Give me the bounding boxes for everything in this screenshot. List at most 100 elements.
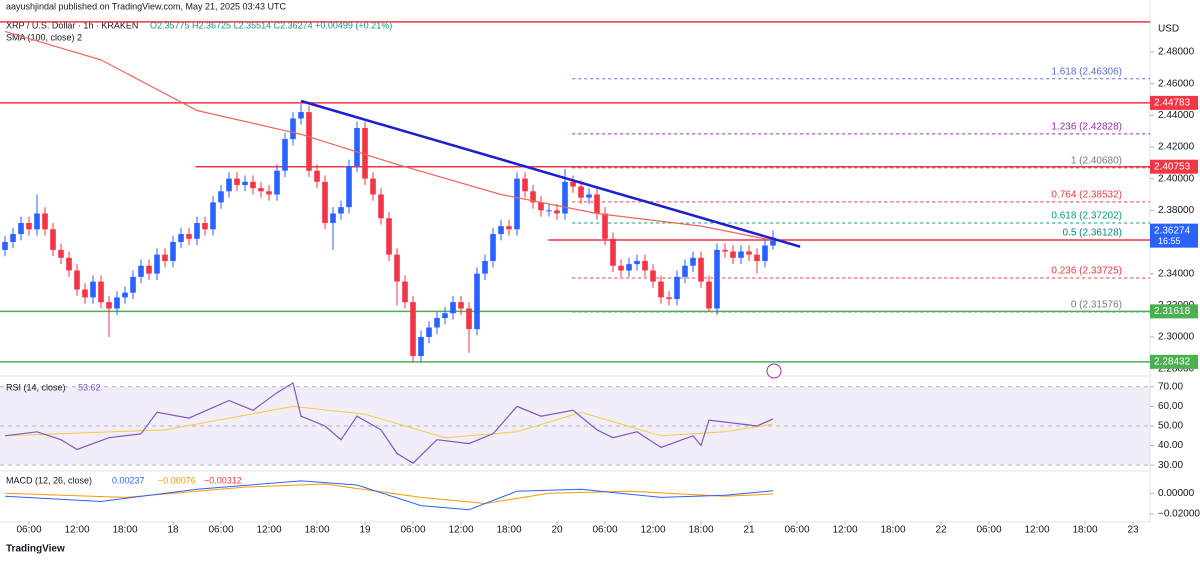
rsi-tick-label: 30.00 — [1158, 460, 1183, 471]
x-tick-label: 12:00 — [640, 525, 665, 536]
countdown: 16:55 — [1158, 236, 1181, 246]
x-tick-label: 12:00 — [832, 525, 857, 536]
candle-body — [626, 264, 632, 271]
sma-line — [4, 30, 774, 241]
macd-value: −0.00312 — [204, 475, 242, 485]
candle-body — [546, 210, 552, 212]
x-tick-label: 12:00 — [1024, 525, 1049, 536]
publisher: aayushjindal published on TradingView.co… — [6, 1, 287, 11]
price-box — [1150, 354, 1198, 369]
candle-body — [698, 257, 704, 282]
brand: TradingView — [6, 544, 65, 555]
candle-body — [362, 127, 368, 179]
candle-body — [586, 194, 592, 198]
candle-body — [634, 260, 640, 265]
ohlc: O2.35775 H2.36725 L2.35514 C2.36274 +0.0… — [150, 20, 392, 30]
x-tick-label: 18:00 — [880, 525, 905, 536]
candle-body — [402, 281, 408, 303]
current-price: 2.36274 — [1154, 225, 1191, 236]
x-tick-label: 20 — [551, 525, 563, 536]
candle-body — [210, 202, 216, 230]
x-tick-label: 12:00 — [448, 525, 473, 536]
candle-body — [306, 112, 312, 171]
candle-body — [458, 302, 464, 309]
candle-body — [386, 218, 392, 255]
candle-body — [234, 178, 240, 185]
candle-body — [250, 181, 256, 189]
candle-body — [274, 170, 280, 195]
candle-body — [162, 254, 168, 261]
x-tick-label: 06:00 — [208, 525, 233, 536]
candle-body — [738, 251, 744, 258]
candle-body — [338, 207, 344, 214]
macd-value: 0.00237 — [112, 475, 145, 485]
candle-body — [570, 181, 576, 187]
x-tick-label: 06:00 — [976, 525, 1001, 536]
fib-label: 0.236 (2.33725) — [1051, 266, 1122, 277]
price-box-label: 2.40753 — [1154, 161, 1191, 172]
candle-body — [82, 289, 88, 298]
candle-body — [602, 213, 608, 239]
y-tick-label: 2.38000 — [1158, 205, 1195, 216]
fib-label: 1 (2.40680) — [1071, 156, 1122, 167]
price-box-label: 2.28432 — [1154, 356, 1191, 367]
candle-body — [578, 186, 584, 198]
candle-body — [18, 222, 24, 235]
candle-body — [218, 191, 224, 203]
candle-body — [650, 270, 656, 282]
candle-body — [714, 249, 720, 309]
candle-body — [490, 234, 496, 261]
candle-body — [594, 194, 600, 214]
candle-body — [298, 112, 304, 119]
y-tick-label: 2.34000 — [1158, 268, 1195, 279]
price-box — [1150, 304, 1198, 319]
candle-body — [658, 281, 664, 298]
x-tick-label: 18:00 — [688, 525, 713, 536]
rsi-tick-label: 60.00 — [1158, 401, 1183, 412]
trendline — [300, 99, 801, 248]
candle-body — [290, 118, 296, 140]
y-tick-label: 2.48000 — [1158, 47, 1195, 58]
candle-body — [10, 234, 16, 242]
x-tick-label: 06:00 — [16, 525, 41, 536]
candle-body — [674, 276, 680, 299]
fib-label: 0 (2.31576) — [1071, 300, 1122, 311]
fib-label: 0.618 (2.37202) — [1051, 211, 1122, 222]
macd-title: MACD (12, 26, close) — [6, 475, 92, 485]
x-tick-label: 21 — [743, 525, 755, 536]
candle-body — [122, 292, 128, 298]
candle-body — [266, 191, 272, 195]
candle-body — [562, 181, 568, 214]
current-price-box — [1150, 223, 1198, 248]
macd-tick-label: 0.00000 — [1158, 488, 1195, 499]
x-tick-label: 18:00 — [496, 525, 521, 536]
candle-body — [514, 178, 520, 230]
candle-body — [98, 281, 104, 303]
candle-body — [770, 237, 776, 246]
candle-body — [34, 213, 40, 230]
x-tick-label: 18 — [167, 525, 179, 536]
candle-body — [42, 213, 48, 230]
sma-label: SMA (100, close) 2 — [6, 32, 82, 42]
candle-body — [642, 260, 648, 271]
y-tick-label: 2.44000 — [1158, 110, 1195, 121]
candle-body — [746, 251, 752, 255]
candle-body — [354, 127, 360, 166]
candle-body — [50, 229, 56, 250]
candle-body — [418, 336, 424, 356]
candle-body — [178, 234, 184, 242]
candle-body — [522, 178, 528, 192]
price-box — [1150, 159, 1198, 174]
candle-body — [538, 202, 544, 211]
candle-body — [378, 194, 384, 219]
candle-body — [154, 254, 160, 274]
candle-body — [666, 297, 672, 299]
event-icon[interactable] — [766, 363, 782, 379]
candle-body — [498, 226, 504, 235]
candle-body — [194, 222, 200, 239]
candle-body — [554, 210, 560, 214]
rsi-ma — [4, 405, 774, 439]
x-tick-label: 18:00 — [1072, 525, 1097, 536]
